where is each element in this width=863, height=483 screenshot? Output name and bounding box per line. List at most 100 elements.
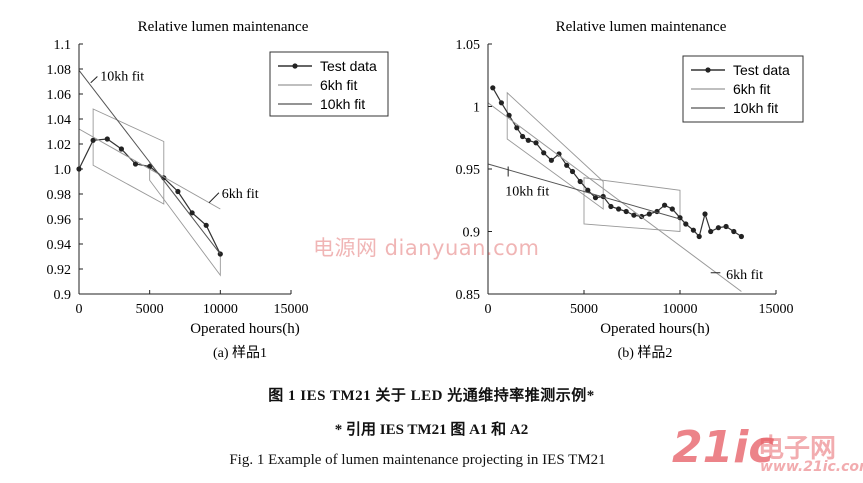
chart-b-ticks: 0.85 0.9 0.95 1 1.05 0 5000 10000 15000	[456, 38, 794, 317]
chart-b-ytick-label: 0.9	[463, 226, 481, 241]
chart-a-annotation-pointer	[208, 192, 220, 204]
chart-b-sublabel: (b) 样品2	[618, 345, 673, 361]
chart-a-ytick-label: 1.02	[47, 138, 72, 153]
chart-a-ytick-label: 1.0	[54, 163, 72, 178]
chart-b-data-point	[696, 233, 702, 240]
chart-b-xtick-label: 5000	[570, 302, 598, 317]
chart-b-data-point	[564, 162, 570, 168]
chart-a-data-point	[118, 146, 124, 152]
chart-a-data-point	[104, 136, 110, 142]
chart-a-legend-label: Test data	[320, 58, 377, 74]
chart-a-ytick-label: 1.06	[47, 88, 72, 103]
chart-b-data-point	[738, 233, 745, 240]
watermark-21ic-cn: 电子网	[758, 434, 837, 464]
chart-a-data-point	[189, 210, 195, 216]
chart-b-ytick-label: 1	[473, 101, 480, 116]
chart-a-legend-box	[269, 51, 389, 117]
chart-a-title: Relative lumen maintenance	[138, 19, 309, 35]
chart-b-legend-label: 10kh fit	[733, 100, 778, 116]
chart-b-xtick-label: 0	[485, 302, 492, 317]
chart-a-ytick-label: 0.9	[54, 288, 72, 303]
chart-b-data-point	[708, 228, 714, 235]
chart-b-data-point	[498, 100, 504, 106]
chart-a-xtick-label: 15000	[274, 302, 309, 317]
chart-a-boxes	[92, 108, 221, 277]
chart-b-data-point	[569, 168, 576, 175]
chart-a-xtick-label: 5000	[136, 302, 164, 317]
chart-b-boxes	[506, 91, 681, 232]
chart-a-ytick-label: 0.94	[47, 238, 72, 253]
chart-b-data-point	[669, 206, 675, 212]
chart-a-box-0	[92, 108, 165, 205]
chart-b-data-point	[683, 221, 689, 227]
chart-b-data-point	[506, 112, 512, 118]
chart-b-data-point	[646, 211, 652, 217]
chart-a-ytick-label: 0.96	[47, 213, 72, 228]
chart-a-legend-label: 10kh fit	[320, 96, 365, 112]
chart-a-series-6kh-fit	[78, 128, 221, 210]
watermark-dianyuan: 电源网 dianyuan.com	[313, 236, 540, 260]
watermark-21ic-logo: 21ic	[672, 422, 775, 473]
chart-a-legend-label: 6kh fit	[320, 77, 357, 93]
chart-a-legend-marker	[292, 63, 298, 69]
chart-a-xlabel: Operated hours(h)	[190, 321, 300, 337]
chart-a-ytick-label: 0.92	[47, 263, 72, 278]
figure-caption-chinese: 图 1 IES TM21 关于 LED 光通维持率推测示例*	[268, 388, 595, 404]
chart-a-series-10kh-fit	[78, 69, 221, 255]
chart-a-data-point	[132, 161, 139, 167]
chart-a-annotations: 10kh fit 6kh fit	[90, 69, 259, 204]
chart-b-annotation-label: 6kh fit	[726, 268, 763, 283]
chart-b-box-1	[583, 177, 681, 232]
figure-citation-note: * 引用 IES TM21 图 A1 和 A2	[334, 422, 529, 438]
chart-a-xtick-label: 10000	[203, 302, 238, 317]
chart-b-ytick-label: 1.05	[456, 38, 481, 53]
chart-a-annotation-label: 10kh fit	[100, 69, 144, 84]
chart-a-ytick-label: 1.04	[47, 113, 72, 128]
chart-b-legend: Test data 6kh fit 10kh fit	[682, 55, 804, 123]
chart-b-legend-label: Test data	[733, 62, 790, 78]
chart-panel-b: Relative lumen maintenance 0.85 0.9 0.95 1 1…	[456, 19, 804, 361]
chart-a-lines	[76, 69, 223, 257]
chart-b-annotations: 10kh fit 6kh fit	[505, 166, 763, 283]
chart-b-data-point	[577, 178, 583, 185]
chart-b-annotation-label: 10kh fit	[505, 184, 549, 199]
chart-a-annotation-pointer	[90, 76, 98, 84]
chart-b-data-point	[731, 228, 737, 235]
chart-b-data-point	[677, 215, 683, 221]
chart-a-ytick-label: 0.98	[47, 188, 72, 203]
chart-a-data-point	[203, 222, 209, 228]
chart-b-title: Relative lumen maintenance	[556, 19, 727, 35]
chart-b-series-6kh-fit	[487, 102, 742, 292]
chart-b-data-point	[533, 140, 539, 146]
figure-canvas: Relative lumen maintenance 0.9 0.92 0.94 0.…	[47, 19, 804, 361]
chart-a-sublabel: (a) 样品1	[213, 345, 267, 361]
chart-a-box-1	[149, 161, 221, 277]
chart-a-legend: Test data 6kh fit 10kh fit	[269, 51, 389, 117]
chart-b-data-point	[514, 125, 520, 131]
chart-b-data-point	[702, 211, 708, 217]
chart-a-ytick-label: 1.1	[54, 38, 72, 53]
chart-b-data-point	[541, 150, 547, 156]
chart-b-data-point	[608, 203, 614, 210]
figure-caption-english: Fig. 1 Example of lumen maintenance proj…	[229, 452, 606, 468]
chart-panel-a: Relative lumen maintenance 0.9 0.92 0.94 0.…	[47, 19, 389, 361]
chart-b-data-point	[662, 202, 668, 208]
chart-b-data-point	[592, 195, 599, 201]
chart-b-data-point	[623, 208, 629, 215]
chart-a-data-point	[175, 188, 181, 195]
chart-b-data-point	[520, 133, 526, 140]
chart-b-series-10kh-fit	[487, 163, 681, 220]
watermark-21ic-url: www.21ic.com	[760, 459, 863, 475]
chart-b-legend-label: 6kh fit	[733, 81, 770, 97]
chart-b-data-point	[585, 187, 591, 193]
chart-b-box-0	[506, 91, 604, 210]
chart-b-data-point	[490, 85, 496, 91]
chart-b-lines	[487, 85, 745, 292]
chart-b-legend-marker	[705, 67, 711, 73]
chart-a-xtick-label: 0	[76, 302, 83, 317]
chart-b-xlabel: Operated hours(h)	[600, 321, 710, 337]
chart-b-data-point	[723, 223, 729, 230]
chart-b-data-point	[525, 137, 531, 143]
chart-b-data-point	[690, 227, 697, 233]
chart-b-data-point	[631, 212, 637, 218]
